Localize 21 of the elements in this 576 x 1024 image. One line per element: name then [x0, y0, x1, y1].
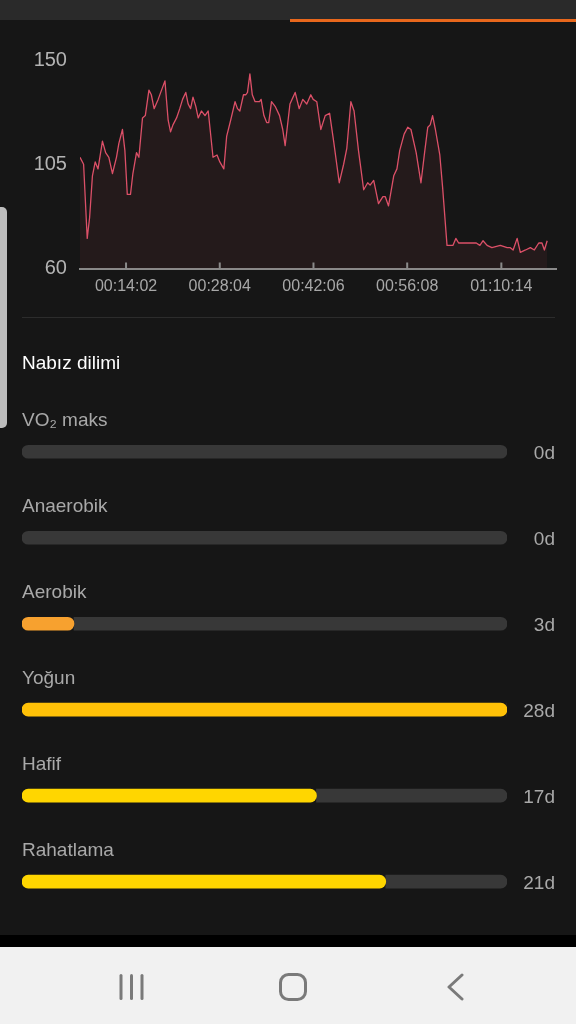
y-tick-label: 150 [33, 47, 67, 70]
x-tick-label: 00:28:04 [188, 276, 251, 294]
y-tick-label: Hafif [22, 752, 62, 774]
y-tick-label: Anaerobik [22, 494, 109, 516]
data-label: 28d [523, 699, 555, 721]
y-tick-label: 60 [44, 256, 67, 279]
y-tick-label: 105 [33, 151, 67, 174]
y-tick-label: Yoğun [22, 666, 76, 688]
y-tick-label: Rahatlama [22, 838, 115, 860]
x-tick-label: 00:42:06 [282, 276, 345, 294]
data-label: 17d [523, 785, 555, 807]
x-tick-label: 01:10:14 [470, 276, 533, 294]
y-tick-label: VO₂ maks [22, 409, 108, 431]
data-label: 0d [533, 442, 555, 464]
x-tick-label: 00:56:08 [376, 276, 439, 294]
y-tick-label: Aerobik [22, 580, 87, 602]
data-label: 0d [533, 527, 555, 549]
x-tick-label: 00:14:02 [94, 276, 158, 294]
data-label: 3d [533, 613, 555, 635]
chart-title: Nabız dilimi [22, 351, 121, 373]
data-label: 21d [523, 871, 555, 893]
